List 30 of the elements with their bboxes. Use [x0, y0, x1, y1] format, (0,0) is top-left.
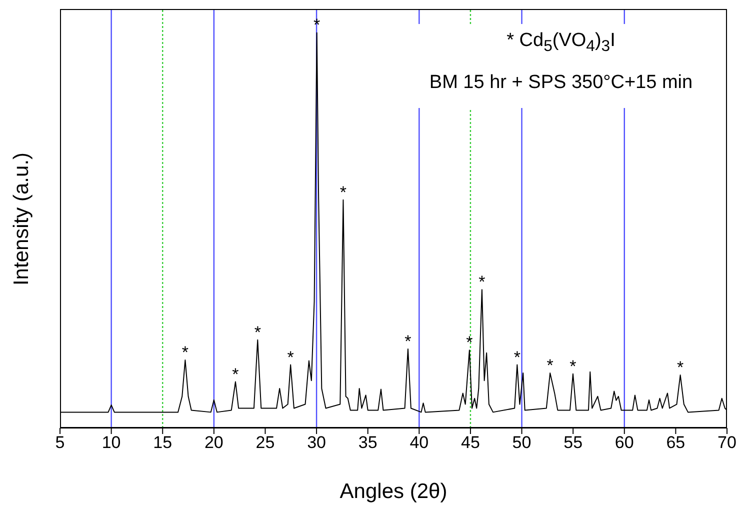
annotation: *: [254, 322, 262, 342]
x-tick-label: 30: [307, 433, 326, 452]
x-tick-label: 35: [358, 433, 378, 452]
x-tick-label: 60: [614, 433, 634, 452]
x-tick-label: 5: [55, 433, 65, 452]
annotation: *: [287, 348, 294, 367]
x-tick-label: 10: [102, 433, 121, 452]
annotation: *: [466, 333, 474, 352]
x-tick-label: 20: [204, 433, 224, 452]
x-tick-label: 15: [153, 433, 172, 452]
x-tick-label: 45: [461, 433, 480, 452]
annotation: *: [514, 348, 521, 367]
annotation: *: [546, 356, 554, 376]
x-tick-label: 50: [512, 433, 532, 452]
annotation: *: [478, 272, 486, 292]
y-axis-title: Intensity (a.u.): [10, 152, 34, 286]
annotation: *: [182, 343, 189, 362]
annotation: *: [232, 364, 240, 384]
annotation: *: [676, 358, 684, 378]
annotation: BM 15 hr + SPS 350°C+15 min: [428, 71, 694, 95]
annotation: *: [570, 356, 577, 376]
annotation: *: [404, 332, 412, 351]
x-tick-label: 65: [666, 433, 686, 452]
x-axis-title: Angles (2θ): [340, 480, 448, 503]
x-tick-label: 70: [718, 433, 736, 452]
annotation: * Cd$_{5}$(VO$_{4}$)$_{3}$I: [506, 29, 616, 57]
annotation: *: [340, 182, 347, 202]
x-tick-label: 40: [410, 433, 429, 452]
x-tick-label: 25: [256, 433, 275, 452]
x-tick-label: 55: [564, 433, 583, 452]
